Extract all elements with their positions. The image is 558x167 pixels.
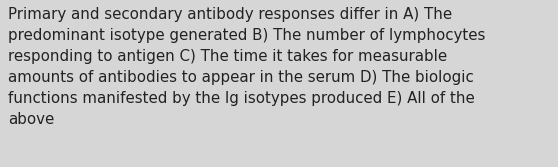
Text: Primary and secondary antibody responses differ in A) The
predominant isotype ge: Primary and secondary antibody responses… <box>8 7 485 127</box>
